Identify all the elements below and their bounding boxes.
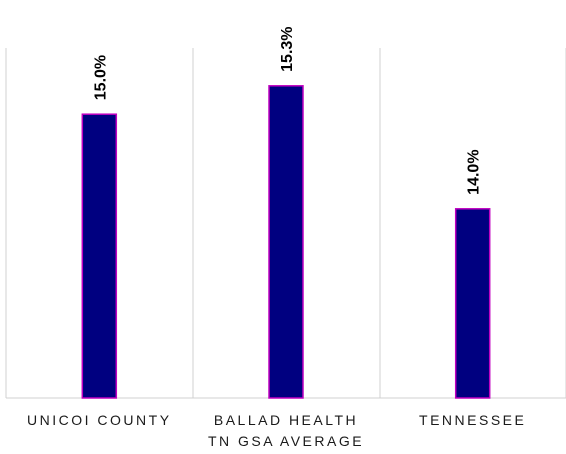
category-label-1-line-1: TN GSA AVERAGE: [208, 433, 364, 449]
category-label-2: TENNESSEE: [419, 412, 526, 428]
category-label-0: UNICOI COUNTY: [27, 412, 172, 428]
category-label-1-line-0: BALLAD HEALTH: [214, 412, 358, 428]
bars: [81, 85, 491, 399]
bar-0: [81, 113, 118, 399]
category-dividers: [5, 48, 566, 398]
bar-value-label-2: 14.0%: [466, 149, 483, 194]
bar-value-label-1: 15.3%: [279, 26, 296, 71]
value-labels: 15.0% 15.3% 14.0%: [92, 26, 482, 194]
bar-1: [268, 85, 304, 399]
category-labels: UNICOI COUNTY BALLAD HEALTH TN GSA AVERAGE…: [27, 412, 526, 449]
bar-value-label-0: 15.0%: [92, 55, 109, 100]
bar-2: [454, 208, 491, 399]
